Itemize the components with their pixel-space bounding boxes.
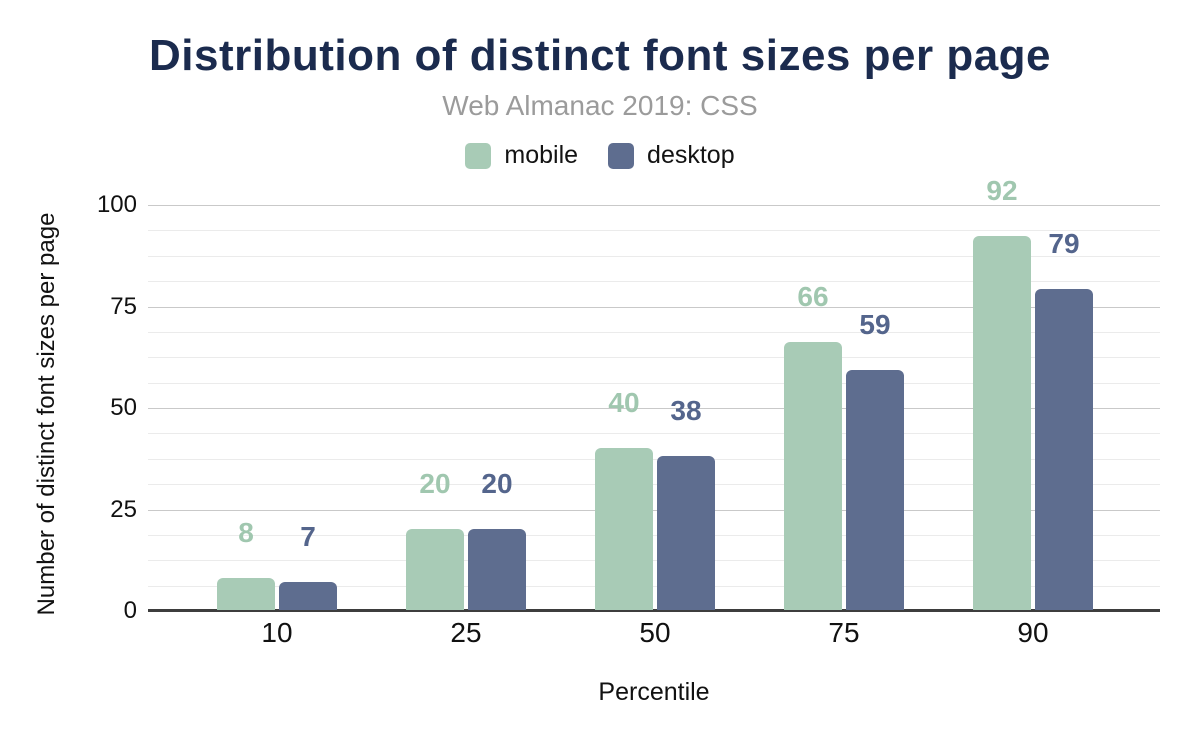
legend-item-mobile: mobile xyxy=(465,141,578,170)
x-tick-label-50: 50 xyxy=(639,617,671,648)
gridline-minor xyxy=(148,255,1160,257)
bar-value-label-desktop-90: 79 xyxy=(1048,228,1080,260)
y-tick-label-100: 100 xyxy=(96,191,137,218)
gridline-minor xyxy=(148,281,1160,283)
bar-value-label-desktop-75: 59 xyxy=(859,309,891,341)
bar-mobile-10 xyxy=(217,577,275,610)
bar-mobile-75 xyxy=(784,342,842,610)
gridline-minor xyxy=(148,433,1160,435)
gridline-minor xyxy=(148,230,1160,232)
legend-swatch-mobile-icon xyxy=(465,142,492,169)
chart-subtitle: Web Almanac 2019: CSS xyxy=(442,90,758,121)
bar-value-label-desktop-50: 38 xyxy=(670,394,702,426)
bar-value-label-desktop-10: 7 xyxy=(300,520,316,552)
gridline-major xyxy=(148,205,1160,206)
bar-value-label-desktop-25: 20 xyxy=(481,467,513,499)
bar-desktop-90 xyxy=(1035,289,1093,610)
chart-title: Distribution of distinct font sizes per … xyxy=(148,31,1052,80)
gridline-minor xyxy=(148,534,1160,536)
plot-area: 8 7 20 20 40 38 66 59 92 79 xyxy=(148,175,1160,612)
gridline-minor xyxy=(148,382,1160,384)
gridline-major xyxy=(148,509,1160,511)
bar-value-label-mobile-25: 20 xyxy=(419,467,451,499)
gridline-minor xyxy=(148,560,1160,562)
bar-desktop-50 xyxy=(657,455,715,610)
bar-desktop-10 xyxy=(279,581,337,610)
bar-value-label-mobile-10: 8 xyxy=(238,516,254,548)
x-axis-title: Percentile xyxy=(598,678,710,706)
bar-value-label-mobile-50: 40 xyxy=(608,386,640,418)
legend: mobile desktop xyxy=(0,141,1200,170)
x-tick-label-25: 25 xyxy=(450,617,482,648)
bar-mobile-50 xyxy=(595,447,653,610)
gridline-minor xyxy=(148,458,1160,460)
gridline-minor xyxy=(148,484,1160,486)
gridline-major xyxy=(148,306,1160,308)
y-tick-label-25: 25 xyxy=(110,495,137,523)
bar-mobile-90 xyxy=(973,236,1031,610)
x-tick-label-90: 90 xyxy=(1017,617,1049,648)
gridline-minor xyxy=(148,331,1160,333)
x-tick-label-75: 75 xyxy=(828,617,860,648)
x-tick-label-10: 10 xyxy=(261,617,293,648)
y-tick-label-50: 50 xyxy=(110,394,137,421)
gridline-minor xyxy=(148,357,1160,359)
gridline-major xyxy=(148,408,1160,409)
legend-label-desktop: desktop xyxy=(647,141,735,169)
legend-swatch-desktop-icon xyxy=(608,142,635,169)
x-axis-line xyxy=(148,609,1160,612)
y-tick-label-0: 0 xyxy=(123,597,137,624)
y-tick-label-75: 75 xyxy=(110,292,137,320)
bar-value-label-mobile-75: 66 xyxy=(797,281,829,313)
legend-item-desktop: desktop xyxy=(608,141,735,170)
bar-desktop-25 xyxy=(468,528,526,610)
bar-desktop-75 xyxy=(846,370,904,610)
gridline-minor xyxy=(148,585,1160,587)
bar-mobile-25 xyxy=(406,528,464,610)
legend-label-mobile: mobile xyxy=(504,141,579,169)
bar-value-label-mobile-90: 92 xyxy=(986,175,1018,207)
